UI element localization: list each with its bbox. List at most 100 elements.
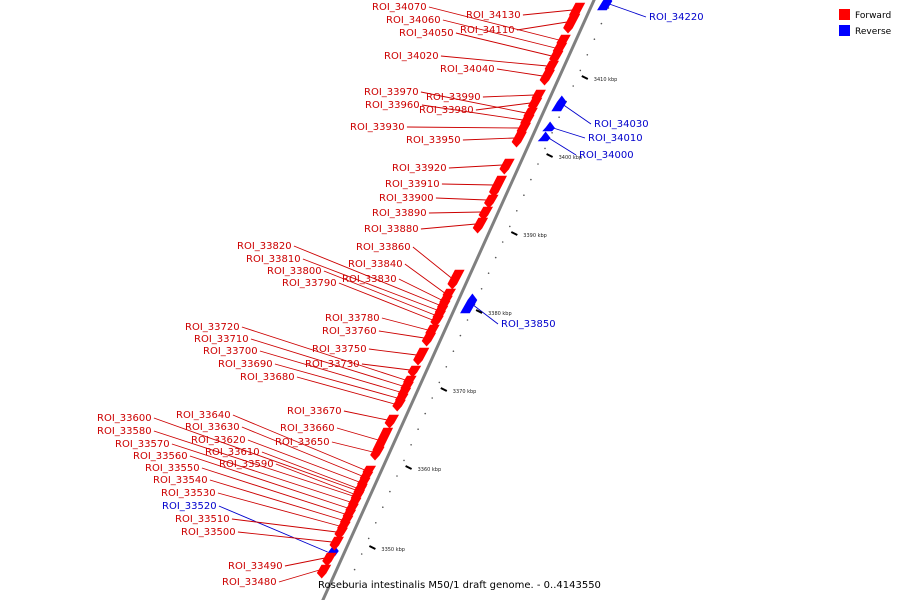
feature-arrow[interactable] bbox=[511, 131, 527, 148]
scale-minor-dot bbox=[509, 225, 511, 228]
feature-label[interactable]: ROI_34010 bbox=[588, 133, 643, 144]
feature-label[interactable]: ROI_33910 bbox=[385, 179, 440, 190]
feature-arrow[interactable] bbox=[351, 489, 366, 502]
feature-label[interactable]: ROI_33840 bbox=[348, 259, 403, 270]
scale-minor-dot bbox=[375, 522, 377, 524]
scale-minor-dot bbox=[431, 397, 434, 399]
scale-minor-dot bbox=[537, 163, 539, 165]
scale-minor-dot bbox=[403, 459, 405, 462]
feature-label[interactable]: ROI_33960 bbox=[365, 100, 420, 111]
feature-label[interactable]: ROI_33720 bbox=[185, 322, 240, 333]
feature-label[interactable]: ROI_33810 bbox=[246, 254, 301, 265]
feature-arrow[interactable] bbox=[384, 414, 400, 429]
feature-arrow[interactable] bbox=[370, 446, 385, 461]
feature-label[interactable]: ROI_33920 bbox=[392, 163, 447, 174]
feature-label[interactable]: ROI_33680 bbox=[240, 372, 295, 383]
feature-label[interactable]: ROI_33560 bbox=[133, 451, 188, 462]
feature-leader-line bbox=[259, 350, 401, 393]
feature-label[interactable]: ROI_33480 bbox=[222, 577, 277, 588]
feature-arrow[interactable] bbox=[421, 332, 437, 347]
feature-arrow[interactable] bbox=[413, 347, 430, 366]
feature-label[interactable]: ROI_33710 bbox=[194, 334, 249, 345]
feature-arrow[interactable] bbox=[484, 194, 499, 209]
scale-minor-dot bbox=[600, 22, 603, 25]
feature-label[interactable]: ROI_34110 bbox=[460, 25, 515, 36]
feature-arrow[interactable] bbox=[460, 293, 478, 314]
feature-label[interactable]: ROI_33660 bbox=[280, 423, 335, 434]
feature-label[interactable]: ROI_33750 bbox=[312, 344, 367, 355]
feature-label[interactable]: ROI_33550 bbox=[145, 463, 200, 474]
feature-label[interactable]: ROI_33930 bbox=[350, 122, 405, 133]
feature-label[interactable]: ROI_33990 bbox=[426, 92, 481, 103]
feature-label[interactable]: ROI_33650 bbox=[275, 437, 330, 448]
legend-forward-swatch bbox=[839, 9, 850, 20]
feature-label[interactable]: ROI_33800 bbox=[267, 266, 322, 277]
feature-arrow[interactable] bbox=[439, 295, 453, 308]
feature-label[interactable]: ROI_33600 bbox=[97, 413, 152, 424]
feature-label[interactable]: ROI_34000 bbox=[579, 150, 634, 161]
feature-label[interactable]: ROI_33860 bbox=[356, 242, 411, 253]
feature-arrow[interactable] bbox=[539, 69, 556, 86]
feature-label[interactable]: ROI_33620 bbox=[191, 435, 246, 446]
feature-label[interactable]: ROI_33970 bbox=[364, 87, 419, 98]
feature-arrow[interactable] bbox=[322, 552, 337, 567]
feature-label[interactable]: ROI_33730 bbox=[305, 359, 360, 370]
feature-label[interactable]: ROI_33510 bbox=[175, 514, 230, 525]
feature-label[interactable]: ROI_33670 bbox=[287, 406, 342, 417]
feature-label[interactable]: ROI_33890 bbox=[372, 208, 427, 219]
feature-label[interactable]: ROI_33630 bbox=[185, 422, 240, 433]
feature-arrow[interactable] bbox=[392, 399, 406, 412]
feature-arrow[interactable] bbox=[316, 564, 332, 579]
feature-label[interactable]: ROI_33570 bbox=[115, 439, 170, 450]
feature-leader-line bbox=[171, 443, 351, 503]
feature-label[interactable]: ROI_33850 bbox=[501, 319, 556, 330]
feature-label[interactable]: ROI_34020 bbox=[384, 51, 439, 62]
feature-label[interactable]: ROI_33640 bbox=[176, 410, 231, 421]
scale-tick-label: 3390 kbp bbox=[523, 233, 547, 239]
feature-leader-line bbox=[404, 263, 445, 294]
feature-label[interactable]: ROI_33900 bbox=[379, 193, 434, 204]
feature-label[interactable]: ROI_33950 bbox=[406, 135, 461, 146]
feature-arrow[interactable] bbox=[329, 536, 344, 551]
feature-label[interactable]: ROI_33580 bbox=[97, 426, 152, 437]
feature-label[interactable]: ROI_33590 bbox=[219, 459, 274, 470]
feature-arrow[interactable] bbox=[472, 217, 489, 234]
feature-label[interactable]: ROI_33830 bbox=[342, 274, 397, 285]
feature-label[interactable]: ROI_33780 bbox=[325, 313, 380, 324]
feature-label[interactable]: ROI_33610 bbox=[205, 447, 260, 458]
feature-arrow[interactable] bbox=[551, 95, 567, 112]
feature-label[interactable]: ROI_34220 bbox=[649, 12, 704, 23]
feature-arrow[interactable] bbox=[407, 365, 422, 378]
feature-label[interactable]: ROI_34130 bbox=[466, 10, 521, 21]
scale-minor-dot bbox=[586, 54, 589, 56]
scale-tick-label: 3370 kbp bbox=[453, 389, 477, 395]
feature-arrow[interactable] bbox=[499, 158, 515, 175]
feature-label[interactable]: ROI_33880 bbox=[364, 224, 419, 235]
feature-label[interactable]: ROI_33500 bbox=[181, 527, 236, 538]
feature-label[interactable]: ROI_33520 bbox=[162, 501, 217, 512]
feature-arrow[interactable] bbox=[597, 0, 613, 11]
feature-label[interactable]: ROI_34070 bbox=[372, 2, 427, 13]
feature-label[interactable]: ROI_33760 bbox=[322, 326, 377, 337]
feature-leader-line bbox=[378, 330, 425, 339]
feature-leader-line bbox=[338, 282, 433, 321]
feature-label[interactable]: ROI_33690 bbox=[218, 359, 273, 370]
feature-arrow[interactable] bbox=[489, 175, 507, 198]
scale-minor-dot bbox=[452, 350, 455, 353]
feature-label[interactable]: ROI_33490 bbox=[228, 561, 283, 572]
feature-label[interactable]: ROI_34060 bbox=[386, 15, 441, 26]
feature-label[interactable]: ROI_33530 bbox=[161, 488, 216, 499]
feature-arrow[interactable] bbox=[537, 131, 551, 142]
feature-label[interactable]: ROI_34050 bbox=[399, 28, 454, 39]
feature-arrow[interactable] bbox=[542, 121, 555, 132]
feature-label[interactable]: ROI_33980 bbox=[419, 105, 474, 116]
feature-label[interactable]: ROI_33820 bbox=[237, 241, 292, 252]
feature-label[interactable]: ROI_34040 bbox=[440, 64, 495, 75]
scale-tick-label: 3410 kbp bbox=[594, 77, 618, 83]
feature-label[interactable]: ROI_34030 bbox=[594, 119, 649, 130]
feature-label[interactable]: ROI_33540 bbox=[153, 475, 208, 486]
feature-label[interactable]: ROI_33700 bbox=[203, 346, 258, 357]
feature-label[interactable]: ROI_33790 bbox=[282, 278, 337, 289]
feature-arrow[interactable] bbox=[563, 13, 581, 34]
feature-arrow[interactable] bbox=[447, 269, 465, 290]
